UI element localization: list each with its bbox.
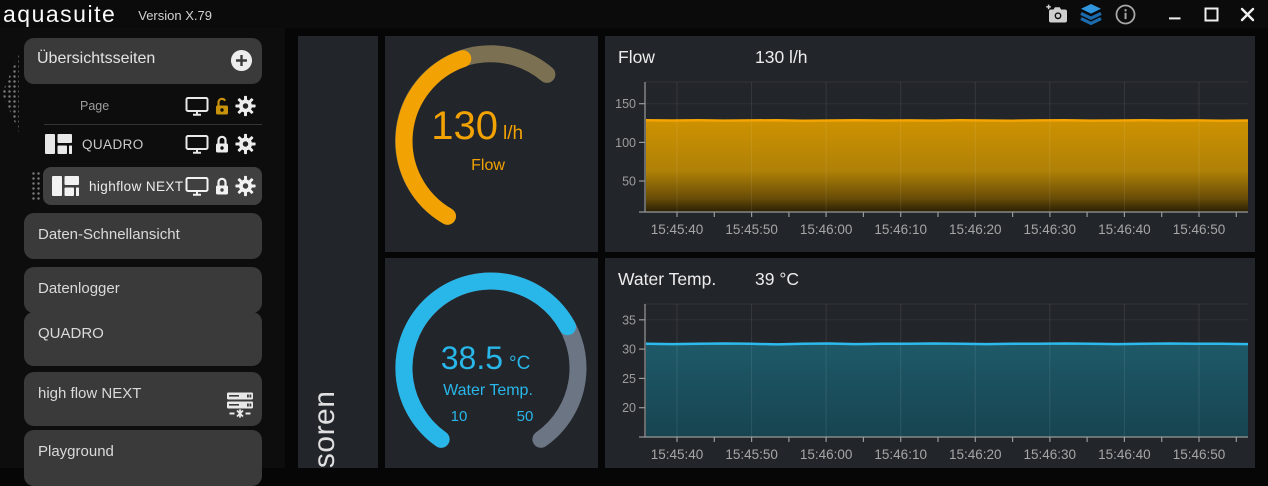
page-row-page[interactable]: Page — [24, 89, 262, 123]
sidebar-item-datenlogger[interactable]: Datenlogger — [24, 267, 262, 313]
flow-chart: 150 100 50 15:45:40 15:45:50 15:46:00 15:46:10… — [615, 81, 1249, 237]
dashboard-grid-icon — [45, 134, 72, 154]
water-temp-chart-current-value: 39 °C — [755, 269, 799, 289]
svg-text:Flow: Flow — [471, 157, 505, 174]
svg-text:130: 130 — [431, 104, 498, 148]
titlebar-buttons — [1036, 0, 1260, 28]
svg-text:15:45:50: 15:45:50 — [725, 222, 778, 237]
lock-open-icon[interactable] — [214, 96, 230, 116]
drag-handle-dots[interactable] — [31, 171, 42, 201]
svg-text:15:46:30: 15:46:30 — [1024, 222, 1077, 237]
maximize-button[interactable] — [1198, 1, 1224, 27]
add-page-button[interactable] — [230, 49, 253, 72]
svg-text:30: 30 — [622, 343, 636, 357]
vertical-page-title: Sensoren — [308, 390, 341, 468]
svg-text:100: 100 — [615, 136, 636, 150]
sidebar-item-daten-schnellansicht[interactable]: Daten-Schnellansicht — [24, 213, 262, 259]
water-temp-chart-panel: Water Temp. 39 °C 35 30 25 20 15:45:40 15:45:… — [605, 258, 1255, 468]
water-temp-chart: 35 30 25 20 15:45:40 15:45:50 15:46:00 15:46:10… — [622, 303, 1249, 462]
svg-text:15:46:20: 15:46:20 — [949, 447, 1002, 462]
svg-text:15:45:40: 15:45:40 — [651, 222, 704, 237]
svg-text:°C: °C — [509, 353, 530, 374]
info-icon — [1115, 4, 1135, 24]
water-temp-chart-title: Water Temp. — [618, 269, 717, 289]
layers-icon — [1080, 4, 1102, 25]
svg-text:150: 150 — [615, 97, 636, 111]
svg-text:10: 10 — [451, 408, 468, 425]
svg-text:25: 25 — [622, 372, 636, 386]
row-separator — [44, 124, 262, 125]
page-row-highflow-next[interactable]: highflow NEXT — [43, 167, 262, 205]
svg-text:l/h: l/h — [503, 123, 523, 144]
svg-text:15:46:00: 15:46:00 — [800, 447, 853, 462]
page-row-quadro[interactable]: QUADRO — [24, 127, 262, 161]
svg-text:20: 20 — [622, 401, 636, 415]
svg-text:15:46:40: 15:46:40 — [1098, 222, 1151, 237]
svg-text:15:46:20: 15:46:20 — [949, 222, 1002, 237]
device-disconnected-icon — [225, 391, 255, 422]
overview-pages-title: Übersichtsseiten — [37, 50, 156, 67]
water-temp-gauge-panel: 38.5 °C Water Temp. 10 50 — [385, 258, 598, 468]
sidebar-item-label: Datenlogger — [38, 280, 120, 297]
sidebar-item-playground[interactable]: Playground — [24, 430, 262, 486]
camera-plus-icon — [1046, 4, 1067, 23]
svg-text:15:46:10: 15:46:10 — [874, 447, 927, 462]
flow-gauge-panel: 130 l/h Flow — [385, 36, 598, 252]
page-title-strip: Sensoren — [298, 36, 378, 468]
dashboard-grid-icon — [52, 176, 79, 196]
sidebar-decoration-dots — [2, 54, 19, 132]
svg-text:15:46:00: 15:46:00 — [800, 222, 853, 237]
svg-text:50: 50 — [517, 408, 534, 425]
svg-text:15:46:50: 15:46:50 — [1173, 447, 1226, 462]
water-temp-gauge: 38.5 °C Water Temp. 10 50 — [395, 272, 587, 448]
info-button[interactable] — [1112, 1, 1138, 27]
monitor-icon[interactable] — [185, 176, 209, 196]
titlebar: aquasuite Version X.79 — [0, 0, 1268, 28]
sidebar-item-label: Playground — [38, 443, 114, 460]
monitor-icon[interactable] — [185, 96, 209, 116]
page-row-label: highflow NEXT — [89, 178, 184, 194]
sidebar-item-label: high flow NEXT — [38, 385, 142, 402]
svg-text:15:46:10: 15:46:10 — [874, 222, 927, 237]
close-button[interactable] — [1234, 1, 1260, 27]
screenshot-button[interactable] — [1044, 1, 1070, 27]
gear-icon[interactable] — [235, 175, 256, 197]
svg-text:15:46:40: 15:46:40 — [1098, 447, 1151, 462]
svg-text:35: 35 — [622, 313, 636, 327]
lock-closed-icon[interactable] — [214, 134, 230, 154]
svg-text:38.5: 38.5 — [441, 340, 503, 376]
svg-text:15:46:50: 15:46:50 — [1173, 222, 1226, 237]
svg-text:15:46:30: 15:46:30 — [1024, 447, 1077, 462]
overview-pages-header: Übersichtsseiten — [24, 38, 262, 84]
flow-chart-title: Flow — [618, 47, 655, 67]
main-content: Sensoren 130 l/h Flow 38.5 °C Water Temp. 10 5… — [285, 28, 1268, 468]
sidebar-item-quadro[interactable]: QUADRO — [24, 312, 262, 366]
sidebar-item-label: QUADRO — [38, 325, 104, 342]
sidebar-item-label: Daten-Schnellansicht — [38, 226, 180, 243]
flow-chart-current-value: 130 l/h — [755, 47, 808, 67]
maximize-icon — [1204, 7, 1218, 21]
svg-text:50: 50 — [622, 175, 636, 189]
gear-icon[interactable] — [235, 133, 256, 155]
plus-circle-icon — [230, 49, 253, 72]
page-row-label: QUADRO — [82, 136, 144, 152]
svg-text:Water Temp.: Water Temp. — [443, 382, 533, 399]
page-row-label: Page — [80, 99, 110, 113]
app-logo: aquasuite — [3, 1, 117, 27]
version-label: Version X.79 — [138, 7, 212, 23]
sidebar: Übersichtsseiten Page — [0, 28, 285, 486]
minimize-icon — [1169, 17, 1181, 20]
overlay-layers-button[interactable] — [1078, 1, 1104, 27]
svg-text:15:45:50: 15:45:50 — [725, 447, 778, 462]
svg-text:15:45:40: 15:45:40 — [651, 447, 704, 462]
flow-gauge: 130 l/h Flow — [395, 45, 556, 225]
monitor-icon[interactable] — [185, 134, 209, 154]
gear-icon[interactable] — [235, 95, 256, 117]
minimize-button[interactable] — [1162, 1, 1188, 27]
sidebar-item-high-flow-next[interactable]: high flow NEXT — [24, 372, 262, 426]
close-icon — [1240, 7, 1254, 21]
flow-chart-panel: Flow 130 l/h 150 100 50 15:45:40 15:45:50 15:… — [605, 36, 1255, 252]
lock-closed-icon[interactable] — [214, 176, 230, 196]
